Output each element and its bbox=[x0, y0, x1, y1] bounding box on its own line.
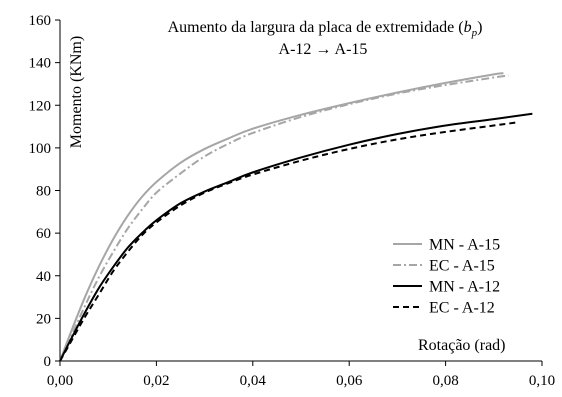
y-tick-label: 60 bbox=[36, 226, 51, 242]
legend-label-2: EC - A-15 bbox=[429, 258, 495, 275]
y-tick-label: 160 bbox=[29, 13, 52, 29]
plot-area bbox=[59, 72, 533, 362]
chart-title: Aumento da largura da placa de extremida… bbox=[168, 19, 483, 39]
y-tick-label: 120 bbox=[29, 98, 52, 114]
legend-label-1: MN - A-15 bbox=[429, 237, 500, 254]
x-tick-label: 0,06 bbox=[336, 373, 363, 389]
y-axis-label: Momento (KNm) bbox=[68, 36, 85, 148]
x-tick-label: 0,08 bbox=[432, 373, 458, 389]
y-tick-label: 20 bbox=[36, 311, 51, 327]
y-tick-label: 140 bbox=[29, 56, 52, 72]
x-tick-label: 0,02 bbox=[143, 373, 169, 389]
legend-label-4: EC - A-12 bbox=[429, 300, 495, 317]
series-line-1 bbox=[59, 72, 504, 362]
series-line-2 bbox=[59, 74, 509, 362]
chart-title-subscript: p bbox=[471, 27, 478, 39]
y-tick-label: 0 bbox=[44, 354, 52, 370]
y-tick-label: 40 bbox=[36, 269, 51, 285]
y-tick-label: 100 bbox=[29, 141, 52, 157]
chart-title-suffix: ) bbox=[477, 19, 482, 36]
legend-label-3: MN - A-12 bbox=[429, 279, 500, 296]
x-tick-label: 0,04 bbox=[240, 373, 267, 389]
chart-title-symbol: b bbox=[464, 19, 472, 36]
chart-title-text: Aumento da largura da placa de extremida… bbox=[168, 19, 464, 36]
chart-subtitle: A-12 → A-15 bbox=[279, 41, 368, 58]
x-tick-label: 0,10 bbox=[529, 373, 555, 389]
series-line-4 bbox=[59, 121, 519, 362]
x-axis-label: Rotação (rad) bbox=[418, 337, 506, 354]
x-tick-label: 0,00 bbox=[47, 373, 73, 389]
legend: MN - A-15 EC - A-15 MN - A-12 EC - A-12 bbox=[393, 237, 500, 317]
axes: 0 20 40 60 80 100 120 140 160 0,00 0,02 0,04 0,06 0,0… bbox=[29, 13, 556, 389]
series-line-3 bbox=[59, 112, 533, 362]
y-tick-label: 80 bbox=[36, 184, 51, 200]
